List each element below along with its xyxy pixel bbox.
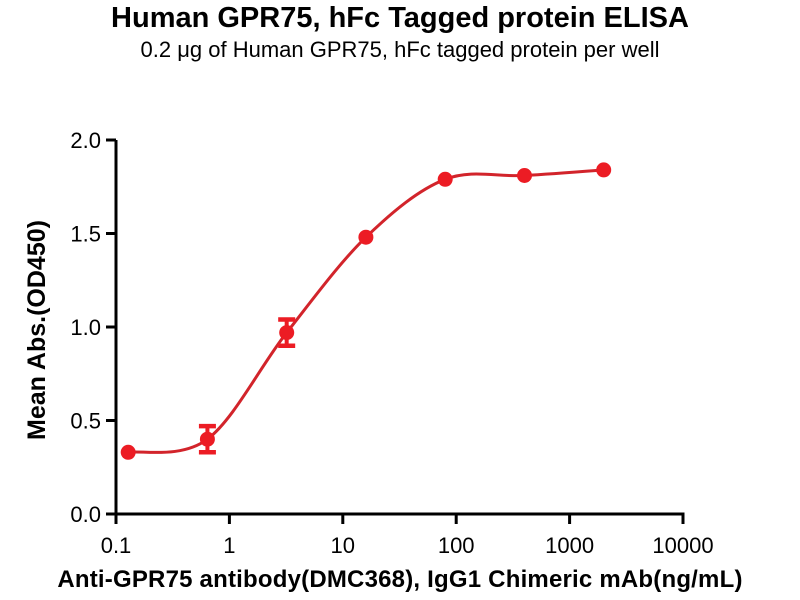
y-tick-label: 2.0 bbox=[70, 128, 101, 153]
x-tick-label: 1 bbox=[223, 533, 235, 558]
y-tick-label: 1.5 bbox=[70, 222, 101, 247]
data-point bbox=[279, 325, 295, 341]
x-tick-label: 0.1 bbox=[101, 533, 132, 558]
x-tick-label: 10 bbox=[331, 533, 355, 558]
data-point bbox=[358, 229, 374, 245]
x-tick-label: 10000 bbox=[652, 533, 713, 558]
data-point bbox=[199, 431, 215, 447]
x-tick-label: 1000 bbox=[545, 533, 594, 558]
y-tick-label: 0.0 bbox=[70, 502, 101, 527]
data-point bbox=[437, 171, 453, 187]
data-point bbox=[596, 162, 612, 178]
x-axis-label: Anti-GPR75 antibody(DMC368), IgG1 Chimer… bbox=[57, 566, 743, 593]
y-tick-label: 0.5 bbox=[70, 409, 101, 434]
data-point bbox=[517, 168, 532, 183]
chart-title: Human GPR75, hFc Tagged protein ELISA bbox=[111, 2, 689, 34]
y-tick-label: 1.0 bbox=[70, 315, 101, 340]
fit-curve bbox=[126, 168, 606, 454]
data-point bbox=[120, 444, 136, 460]
chart-subtitle: 0.2 μg of Human GPR75, hFc tagged protei… bbox=[140, 37, 660, 62]
x-tick-label: 100 bbox=[438, 533, 475, 558]
